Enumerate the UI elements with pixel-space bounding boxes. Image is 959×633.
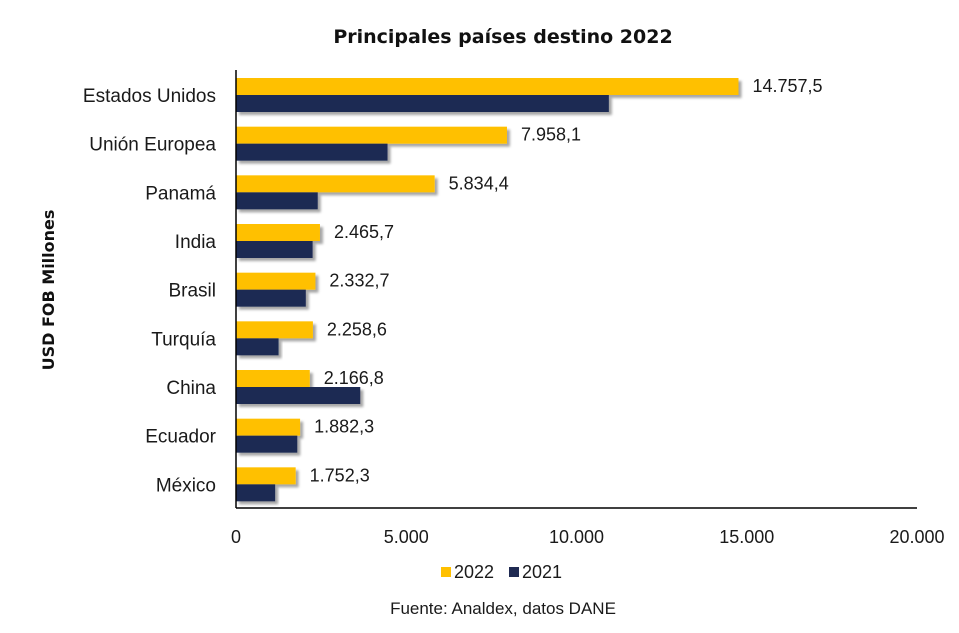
bar-2021 bbox=[236, 435, 298, 453]
legend-label-2021: 2021 bbox=[522, 562, 562, 582]
bar-2021 bbox=[236, 143, 388, 161]
category-label: Unión Europea bbox=[89, 135, 216, 156]
category-label: Estados Unidos bbox=[83, 86, 216, 107]
data-label-2022: 5.834,4 bbox=[449, 173, 509, 193]
x-tick-label: 10.000 bbox=[549, 527, 604, 547]
category-label: India bbox=[175, 232, 217, 253]
source-note: Fuente: Analdex, datos DANE bbox=[390, 599, 616, 618]
legend-swatch-2022 bbox=[441, 567, 451, 577]
bar-2022 bbox=[236, 272, 316, 290]
bar-2021 bbox=[236, 484, 276, 502]
x-tick-label: 15.000 bbox=[719, 527, 774, 547]
category-label: Panamá bbox=[145, 183, 216, 204]
data-label-2022: 2.258,6 bbox=[327, 319, 387, 339]
data-label-2022: 2.332,7 bbox=[329, 271, 389, 291]
bar-2021 bbox=[236, 192, 318, 210]
data-label-2022: 7.958,1 bbox=[521, 125, 581, 145]
x-tick-label: 20.000 bbox=[889, 527, 944, 547]
plot-area: Estados Unidos 14.757,5 Unión Europea 7.958… bbox=[83, 70, 945, 547]
bar-2022 bbox=[236, 224, 320, 241]
data-label-2022: 1.752,3 bbox=[310, 465, 370, 485]
bar-2021 bbox=[236, 95, 609, 112]
y-axis-label: USD FOB Millones bbox=[39, 210, 58, 371]
bar-2022 bbox=[236, 321, 313, 339]
bar-2021 bbox=[236, 241, 313, 258]
legend-label-2022: 2022 bbox=[454, 562, 494, 582]
legend: 2022 2021 bbox=[441, 562, 562, 582]
bar-2022 bbox=[236, 370, 310, 387]
x-tick-label: 0 bbox=[231, 527, 241, 547]
legend-swatch-2021 bbox=[509, 567, 519, 577]
category-label: México bbox=[156, 475, 216, 496]
chart-title: Principales países destino 2022 bbox=[333, 26, 672, 48]
bar-2022 bbox=[236, 78, 739, 95]
bar-2021 bbox=[236, 289, 306, 307]
category-label: Ecuador bbox=[145, 427, 216, 448]
category-label: Turquía bbox=[151, 329, 216, 350]
bar-2021 bbox=[236, 338, 279, 356]
bar-2022 bbox=[236, 126, 507, 144]
category-label: Brasil bbox=[168, 281, 216, 302]
x-tick-label: 5.000 bbox=[384, 527, 429, 547]
bar-2022 bbox=[236, 467, 296, 485]
data-label-2022: 1.882,3 bbox=[314, 417, 374, 437]
data-label-2022: 2.465,7 bbox=[334, 222, 394, 242]
bar-2021 bbox=[236, 387, 361, 404]
category-label: China bbox=[166, 378, 216, 399]
bar-2022 bbox=[236, 418, 301, 436]
data-label-2022: 14.757,5 bbox=[752, 76, 822, 96]
bar-2022 bbox=[236, 175, 435, 193]
data-label-2022: 2.166,8 bbox=[324, 368, 384, 388]
